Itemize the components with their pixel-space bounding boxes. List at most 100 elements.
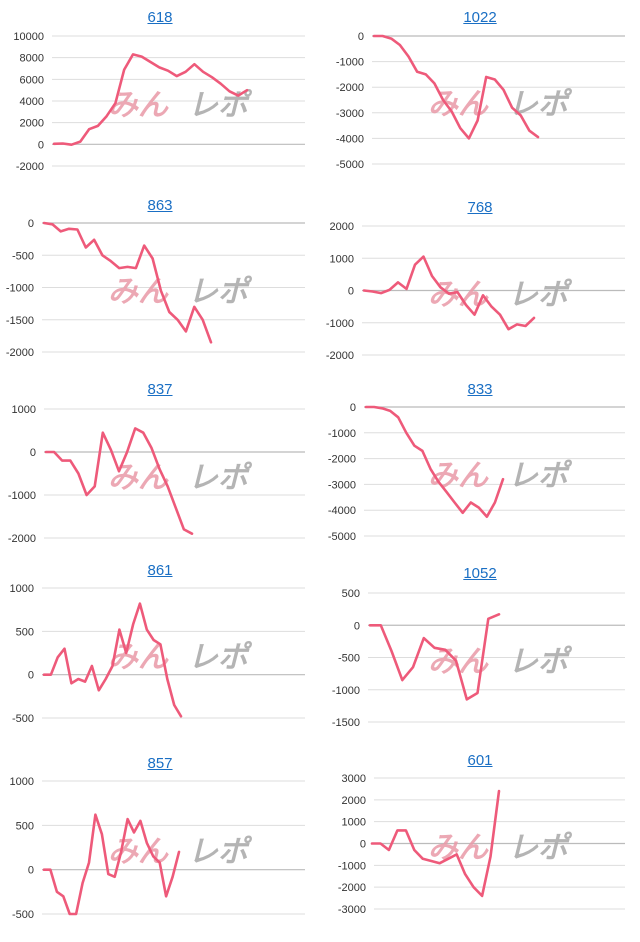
- y-tick-label: -1000: [326, 318, 354, 330]
- y-tick-label: -5000: [336, 159, 364, 171]
- line-chart: 1000 500 0 -500 みん レポ: [10, 776, 305, 921]
- y-tick-label: 500: [342, 588, 360, 600]
- chart-panel: 833 0 -1000 -2000 -3000 -4000 -5000 みん レポ: [320, 372, 640, 558]
- y-tick-label: 500: [16, 626, 34, 638]
- y-tick-label: 0: [28, 218, 34, 230]
- y-tick-label: 2000: [20, 118, 44, 130]
- svg-text:レポ: レポ: [188, 640, 253, 675]
- y-tick-label: -500: [12, 909, 34, 921]
- series-line: [364, 405, 505, 518]
- y-tick-label: 0: [354, 620, 360, 632]
- chart-panel: 863 0 -500 -1000 -1500 -2000 みん レポ: [0, 188, 320, 374]
- y-tick-label: -2000: [336, 82, 364, 94]
- y-tick-label: -1000: [336, 57, 364, 69]
- series-line: [368, 612, 501, 701]
- y-tick-label: -2000: [326, 350, 354, 362]
- y-tick-label: -1000: [8, 490, 36, 502]
- watermark-logo: みん レポ: [428, 645, 573, 680]
- y-tick-label: -2000: [8, 533, 36, 545]
- y-tick-label: 0: [38, 139, 44, 151]
- y-tick-label: 0: [28, 670, 34, 682]
- series-line: [42, 221, 213, 344]
- y-tick-label: -1000: [332, 685, 360, 697]
- svg-text:レポ: レポ: [508, 87, 573, 122]
- chart-panel: 768 2000 1000 0 -1000 -2000 みん レポ: [320, 188, 640, 374]
- y-tick-label: 4000: [20, 96, 44, 108]
- y-tick-label: -500: [338, 653, 360, 665]
- svg-text:みん: みん: [108, 640, 169, 675]
- watermark-logo: みん レポ: [108, 461, 253, 496]
- y-tick-label: -4000: [336, 133, 364, 145]
- y-tick-label: 1000: [330, 253, 354, 265]
- line-chart: 1000 0 -1000 -2000 みん レポ: [8, 404, 305, 545]
- svg-text:レポ: レポ: [508, 459, 573, 494]
- y-tick-label: 0: [28, 865, 34, 877]
- watermark-logo: みん レポ: [428, 87, 573, 122]
- y-tick-label: -1000: [328, 428, 356, 440]
- y-tick-label: 500: [16, 820, 34, 832]
- y-tick-label: -2000: [328, 454, 356, 466]
- y-tick-label: 1000: [342, 817, 366, 829]
- chart-panel: 618 10000 8000 6000 4000 2000 0 -2000 みん レポ: [0, 0, 320, 186]
- svg-text:レポ: レポ: [188, 275, 253, 310]
- line-chart: 0 -1000 -2000 -3000 -4000 -5000 みん レポ: [328, 402, 625, 543]
- line-chart: 3000 2000 1000 0 -1000 -2000 -3000 みん レポ: [338, 773, 625, 916]
- y-tick-label: 0: [350, 402, 356, 414]
- svg-text:レポ: レポ: [508, 278, 573, 313]
- chart-title-link[interactable]: 833: [467, 381, 493, 398]
- series-line: [44, 427, 194, 535]
- y-tick-label: -500: [12, 250, 34, 262]
- y-tick-label: -4000: [328, 505, 356, 517]
- y-tick-label: 1000: [10, 776, 34, 788]
- y-tick-label: -1500: [6, 315, 34, 327]
- y-tick-label: -1000: [6, 283, 34, 295]
- y-tick-label: -500: [12, 713, 34, 725]
- svg-text:レポ: レポ: [508, 831, 573, 866]
- series-line: [52, 53, 249, 146]
- line-chart: 500 0 -500 -1000 -1500 みん レポ: [332, 588, 625, 729]
- y-tick-label: -3000: [336, 108, 364, 120]
- y-tick-label: -3000: [328, 479, 356, 491]
- watermark-logo: みん レポ: [108, 640, 253, 675]
- line-chart: 2000 1000 0 -1000 -2000 みん レポ: [326, 221, 625, 362]
- y-tick-label: 2000: [342, 795, 366, 807]
- svg-text:みん: みん: [108, 275, 169, 310]
- line-chart: 0 -1000 -2000 -3000 -4000 -5000 みん レポ: [336, 31, 625, 171]
- chart-panel: 1022 0 -1000 -2000 -3000 -4000 -5000 みん レポ: [320, 0, 640, 186]
- y-tick-label: 0: [358, 31, 364, 43]
- y-tick-label: 2000: [330, 221, 354, 233]
- chart-title-link[interactable]: 857: [147, 755, 173, 772]
- y-tick-label: 10000: [13, 31, 44, 43]
- chart-title-link[interactable]: 1022: [463, 9, 497, 26]
- chart-title-link[interactable]: 861: [147, 562, 173, 579]
- line-chart: 0 -500 -1000 -1500 -2000 みん レポ: [6, 218, 305, 359]
- y-tick-label: -2000: [16, 161, 44, 173]
- y-tick-label: -1500: [332, 717, 360, 729]
- watermark-logo: みん レポ: [108, 275, 253, 310]
- series-line: [42, 602, 183, 718]
- chart-panel: 857 1000 500 0 -500 みん レポ: [0, 755, 320, 942]
- chart-title-link[interactable]: 601: [467, 752, 493, 769]
- series-line: [42, 813, 181, 916]
- y-tick-label: 0: [348, 286, 354, 298]
- y-tick-label: 8000: [20, 53, 44, 65]
- chart-title-link[interactable]: 618: [147, 9, 173, 26]
- chart-title-link[interactable]: 837: [147, 381, 173, 398]
- y-tick-label: -5000: [328, 531, 356, 543]
- y-tick-label: 6000: [20, 74, 44, 86]
- y-tick-label: 3000: [342, 773, 366, 785]
- chart-title-link[interactable]: 863: [147, 197, 173, 214]
- chart-title-link[interactable]: 1052: [463, 565, 497, 582]
- svg-text:レポ: レポ: [508, 645, 573, 680]
- watermark-logo: みん レポ: [108, 835, 253, 870]
- chart-title-link[interactable]: 768: [467, 199, 493, 216]
- chart-panel: 861 1000 500 0 -500 みん レポ: [0, 554, 320, 740]
- y-tick-label: -1000: [338, 860, 366, 872]
- svg-text:レポ: レポ: [188, 461, 253, 496]
- line-chart: 1000 500 0 -500 みん レポ: [10, 583, 305, 725]
- watermark-logo: みん レポ: [428, 278, 573, 313]
- svg-text:みん: みん: [428, 459, 489, 494]
- series-line: [372, 34, 540, 140]
